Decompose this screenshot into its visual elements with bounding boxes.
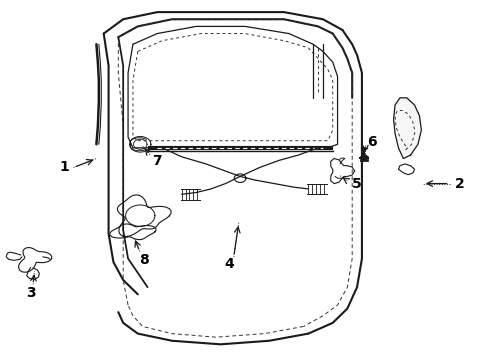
Polygon shape <box>393 98 421 158</box>
Text: 6: 6 <box>367 135 376 149</box>
Text: 3: 3 <box>26 285 35 300</box>
Text: 4: 4 <box>224 257 234 271</box>
Text: 8: 8 <box>139 253 148 267</box>
Text: 2: 2 <box>455 176 464 190</box>
Text: 7: 7 <box>152 154 162 168</box>
Text: 5: 5 <box>352 176 362 190</box>
Polygon shape <box>361 154 368 160</box>
Text: 1: 1 <box>60 161 70 175</box>
